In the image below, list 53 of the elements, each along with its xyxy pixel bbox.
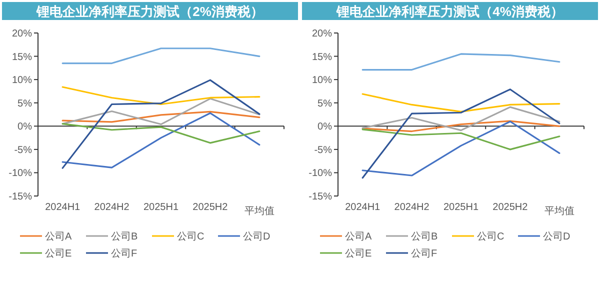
y-tick-label: 20%: [312, 28, 332, 40]
legend-label: 公司D: [543, 230, 570, 242]
y-tick-label: -15%: [8, 192, 32, 202]
y-tick-label: 10%: [312, 75, 332, 86]
chart-title: 锂电企业净利率压力测试（4%消费税）: [336, 4, 564, 19]
x-tick-label: 2025H1: [143, 202, 179, 213]
y-tick-label: -10%: [308, 168, 332, 180]
line-series: [362, 93, 560, 113]
x-tick-label: 2024H1: [45, 202, 81, 213]
legend-label: 公司A: [345, 230, 372, 242]
x-tick-label: 2024H2: [394, 202, 430, 213]
y-tick-label: 0%: [18, 122, 32, 133]
line-series: [62, 98, 260, 126]
line-series: [362, 88, 560, 179]
legend-label: 公司E: [45, 248, 72, 260]
chart-title: 锂电企业净利率压力测试（2%消费税）: [36, 4, 264, 19]
y-tick-label: 5%: [18, 98, 32, 110]
y-tick-label: 0%: [318, 122, 332, 133]
x-tick-label: 2024H2: [94, 202, 130, 213]
line-series: [362, 106, 560, 132]
y-tick-label: -10%: [8, 168, 32, 180]
x-tick-label: 平均值: [244, 205, 274, 217]
y-tick-label: 15%: [12, 52, 32, 63]
y-tick-label: 15%: [312, 52, 332, 63]
line-series: [62, 110, 260, 123]
x-tick-label: 2025H1: [443, 202, 479, 213]
y-tick-label: -15%: [308, 192, 332, 202]
legend-label: 公司C: [477, 230, 504, 242]
line-series: [362, 120, 560, 176]
legend-label: 公司C: [177, 230, 204, 242]
x-tick-label: 平均值: [544, 205, 574, 217]
legend-label: 公司E: [345, 248, 372, 260]
line-series: [362, 53, 560, 71]
x-tick-label: 2025H2: [192, 202, 228, 213]
x-tick-label: 2024H1: [345, 202, 381, 213]
legend-label: 公司B: [111, 230, 138, 242]
line-series: [62, 79, 260, 169]
legend-label: 公司A: [45, 230, 72, 242]
y-tick-label: 10%: [12, 75, 32, 86]
x-tick-label: 2025H2: [492, 202, 528, 213]
line-series: [62, 86, 260, 106]
legend-label: 公司F: [111, 248, 138, 260]
y-tick-label: -5%: [314, 144, 332, 156]
y-tick-label: 20%: [12, 28, 32, 40]
line-series: [62, 112, 260, 168]
y-tick-label: 5%: [318, 98, 332, 110]
line-series: [362, 120, 560, 132]
line-series: [362, 128, 560, 150]
y-tick-label: -5%: [14, 144, 32, 156]
legend-label: 公司B: [411, 230, 438, 242]
legend-label: 公司D: [243, 230, 270, 242]
legend-label: 公司F: [411, 248, 438, 260]
line-series: [62, 123, 260, 144]
